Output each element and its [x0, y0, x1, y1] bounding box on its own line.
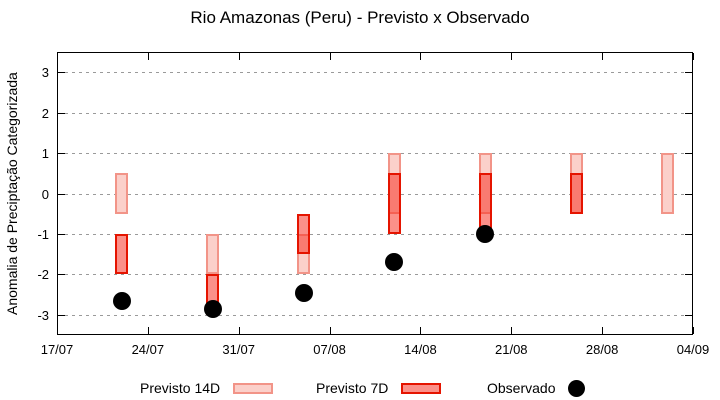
legend-item-observado: Observado	[487, 376, 586, 400]
ytick-right	[685, 112, 692, 114]
xtick-bottom	[511, 327, 513, 334]
ytick-right	[685, 274, 692, 276]
gridline-y3	[58, 72, 692, 74]
xtick-label: 28/08	[585, 342, 619, 357]
xtick-bottom	[147, 327, 149, 334]
legend-label-previsto-7d: Previsto 7D	[316, 380, 389, 396]
forecast-14d-bar-22/07	[115, 173, 129, 214]
ytick-left	[58, 314, 65, 316]
ytick-right	[685, 153, 692, 155]
ytick-label: 2	[41, 105, 49, 121]
xtick-bottom	[238, 327, 240, 334]
observed-dot-22/07	[112, 291, 131, 310]
observed-dot-05/08	[294, 283, 313, 302]
chart-title: Rio Amazonas (Peru) - Previsto x Observa…	[190, 8, 530, 27]
xtick-top	[57, 53, 58, 60]
observed-dot-29/07	[203, 299, 222, 318]
xtick-label: 21/08	[495, 342, 528, 357]
forecast-7d-bar-26/08	[569, 173, 583, 214]
xtick-label: 17/07	[40, 342, 74, 357]
ytick-right	[685, 193, 692, 195]
legend-label-observado: Observado	[487, 380, 556, 396]
xtick-label: 31/07	[222, 342, 255, 357]
forecast-14d-bar-29/07	[206, 233, 220, 275]
gridline-y0	[58, 193, 692, 195]
ytick-label: -3	[37, 307, 49, 323]
legend-swatch-14d	[233, 382, 274, 394]
ytick-left	[58, 112, 65, 114]
ytick-left	[58, 193, 65, 195]
xtick-bottom	[420, 327, 422, 334]
xtick-top	[420, 53, 422, 60]
legend-observed-dot-icon	[568, 379, 586, 397]
ytick-left	[58, 233, 65, 235]
ytick-left	[58, 72, 65, 74]
ytick-left	[58, 153, 65, 155]
ytick-right	[685, 314, 692, 316]
legend-swatch-7d	[401, 382, 442, 394]
xtick-label: 14/08	[404, 342, 437, 357]
ytick-right	[685, 233, 692, 235]
xtick-top	[693, 53, 694, 60]
xtick-top	[238, 53, 240, 60]
xtick-bottom	[329, 327, 331, 334]
ytick-label: 1	[41, 146, 49, 162]
ytick-right	[685, 72, 692, 74]
ytick-label: -2	[37, 267, 49, 283]
observed-dot-12/08	[385, 253, 404, 272]
legend-item-previsto-14d: Previsto 14D	[140, 376, 274, 400]
ytick-left	[58, 274, 65, 276]
xtick-label: 07/08	[313, 342, 346, 357]
xtick-bottom	[693, 327, 694, 334]
xtick-label: 04/09	[676, 342, 710, 357]
gridline-y2	[58, 112, 692, 114]
forecast-7d-bar-05/08	[297, 213, 311, 255]
legend-label-previsto-14d: Previsto 14D	[140, 380, 221, 396]
ytick-label: -1	[37, 226, 49, 242]
forecast-7d-bar-22/07	[115, 233, 129, 275]
observed-dot-19/08	[476, 224, 495, 243]
ytick-label: 3	[41, 65, 49, 81]
xtick-top	[511, 53, 513, 60]
gridline-y-3	[58, 314, 692, 316]
xtick-bottom	[57, 327, 58, 334]
gridline-y-1	[58, 233, 692, 235]
ytick-label: 0	[41, 186, 49, 202]
forecast-14d-bar-02/09	[660, 153, 674, 214]
gridline-y1	[58, 153, 692, 155]
xtick-bottom	[602, 327, 604, 334]
legend: Previsto 14D Previsto 7D Observado	[0, 376, 720, 400]
forecast-7d-bar-12/08	[387, 173, 401, 234]
xtick-top	[602, 53, 604, 60]
legend-item-previsto-7d: Previsto 7D	[316, 376, 442, 400]
xtick-label: 24/07	[131, 342, 165, 357]
xtick-top	[147, 53, 149, 60]
xtick-top	[329, 53, 331, 60]
gridline-y-2	[58, 274, 692, 276]
